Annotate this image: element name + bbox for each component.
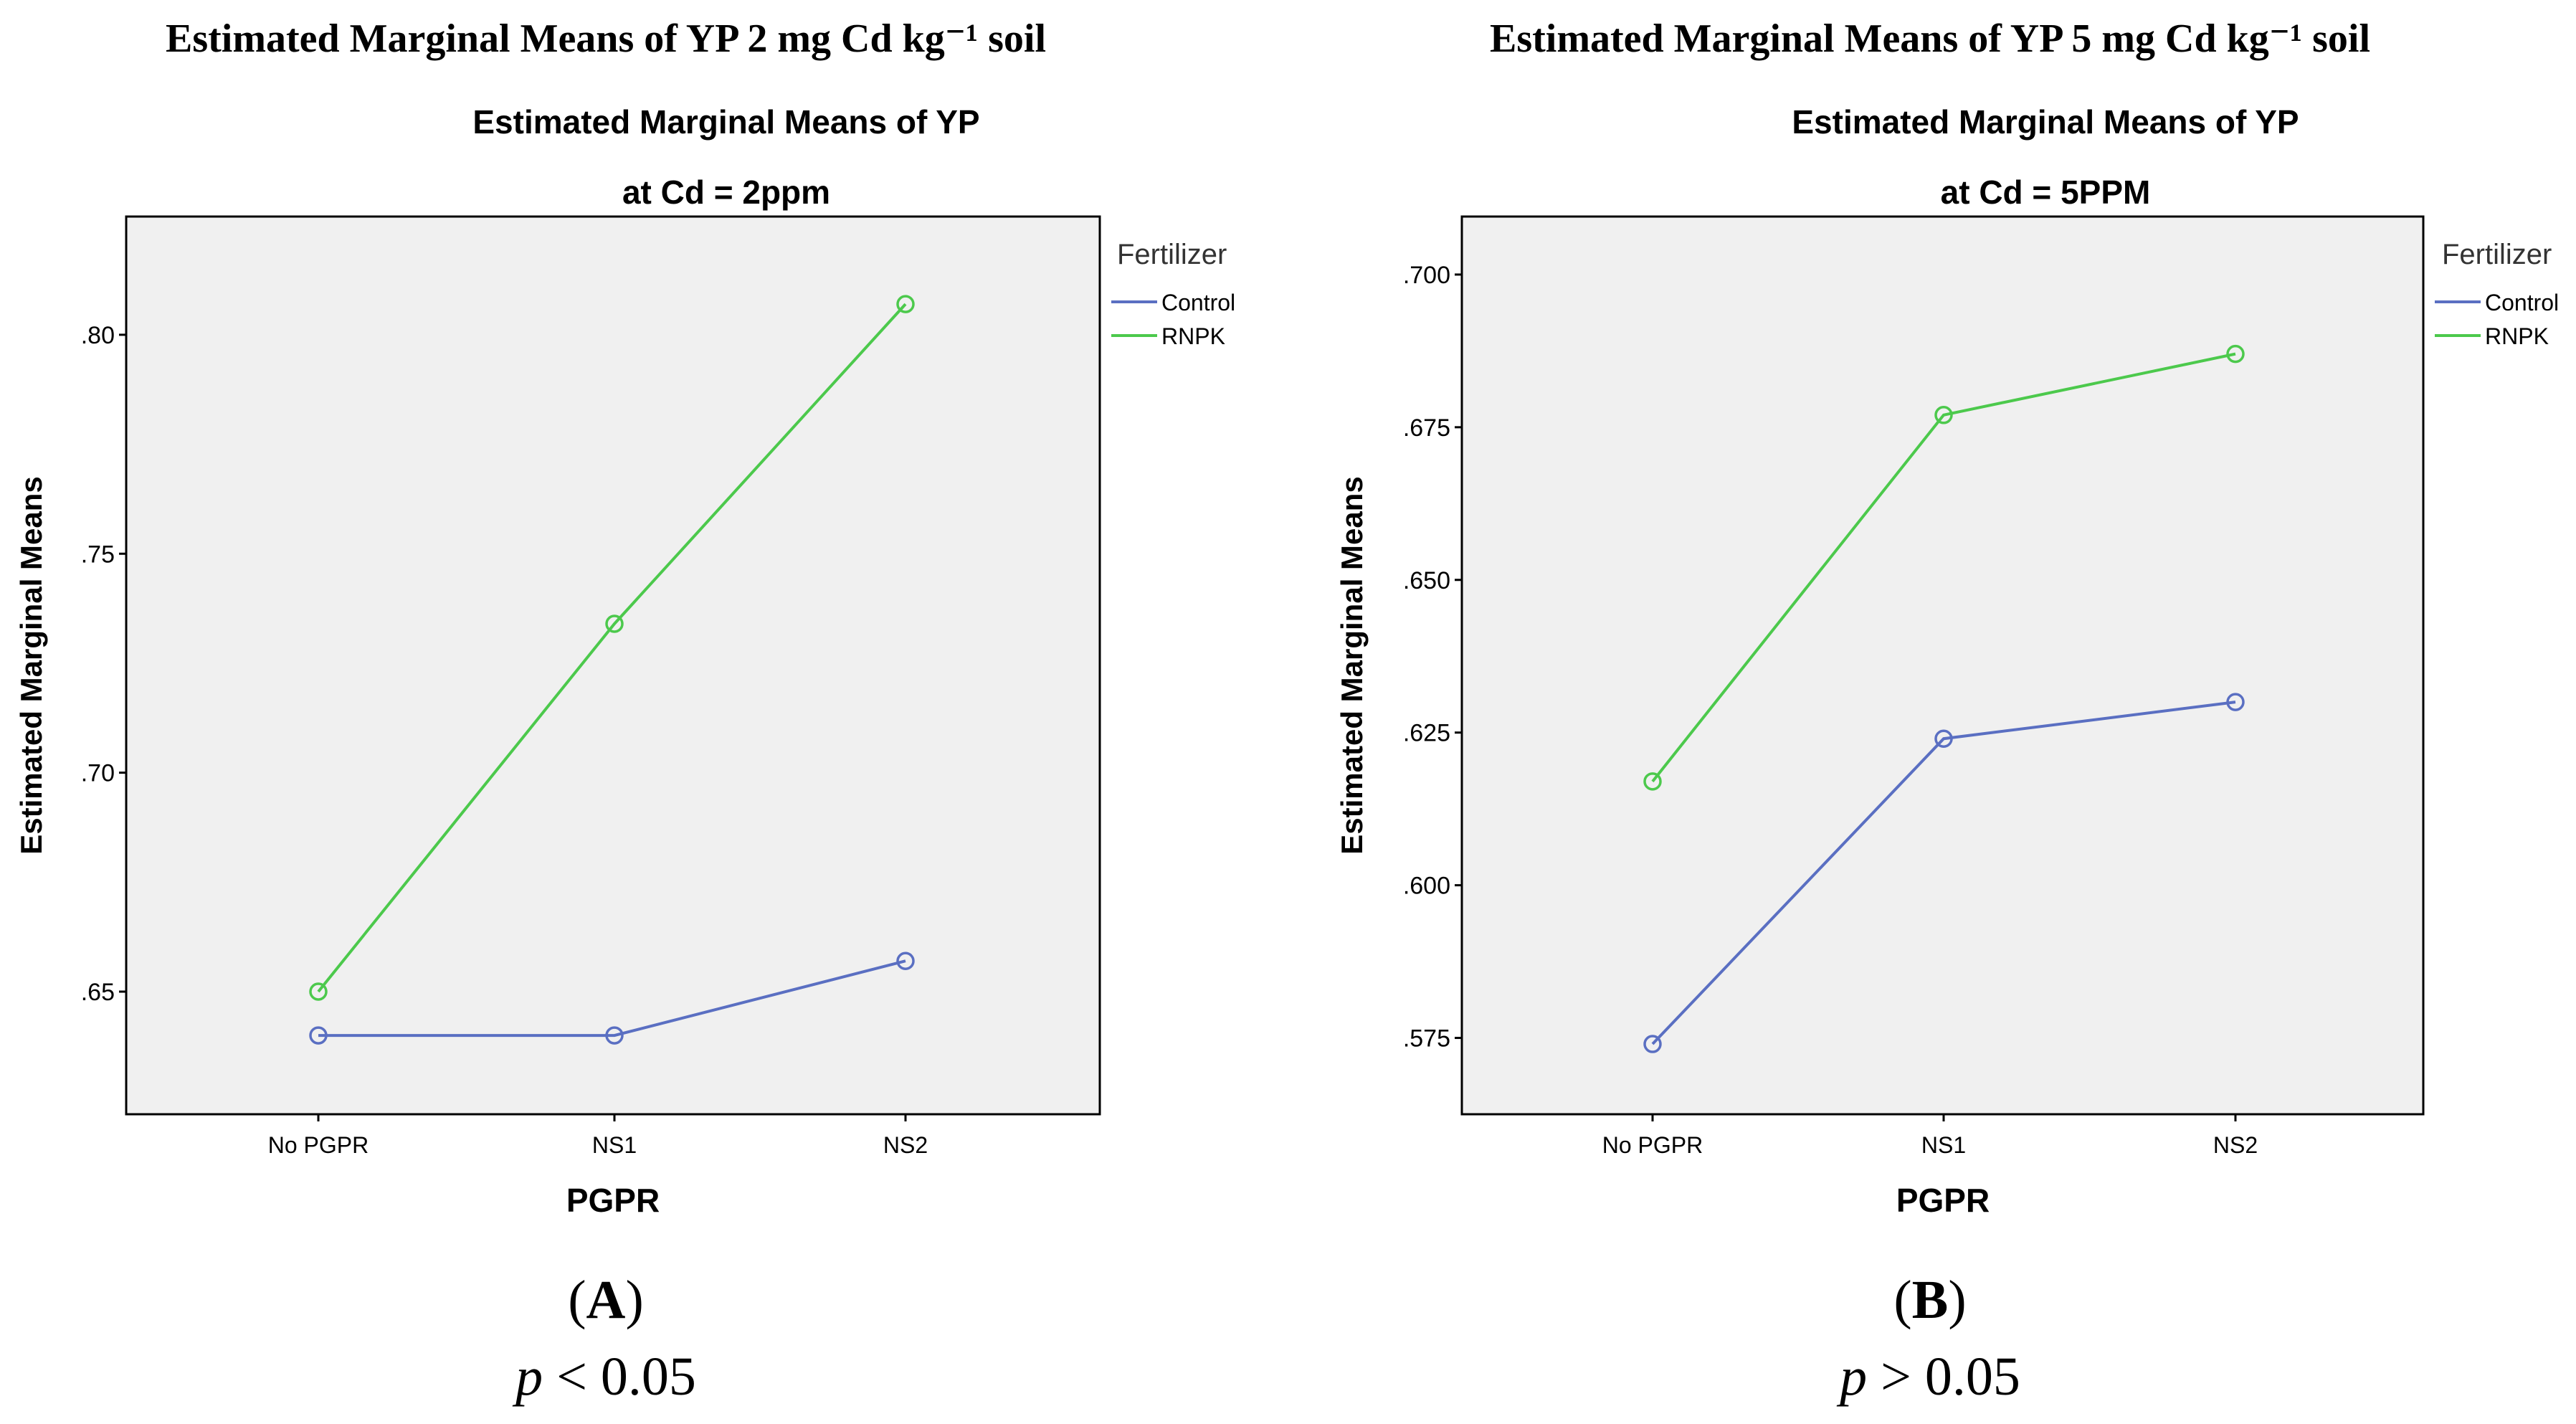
chart-a-y-tick-label: .65 <box>81 979 115 1006</box>
chart-b-x-tick-label: No PGPR <box>1602 1132 1703 1158</box>
chart-a-legend-rnpk-label: RNPK <box>1161 323 1225 349</box>
chart-b-control-point <box>2226 693 2245 711</box>
chart-b-y-tick-label: .650 <box>1403 567 1450 594</box>
chart-b-x-axis: No PGPR NS1 NS2 <box>1602 1114 2258 1158</box>
chart-b-control-point <box>1934 729 1953 748</box>
chart-a-y-axis: .65 .70 .75 .80 <box>81 322 126 1006</box>
panel-a-p-value: p < 0.05 <box>512 1347 696 1407</box>
chart-b-y-axis-label: Estimated Marginal Means <box>1335 476 1369 854</box>
chart-b-control-line <box>1651 701 2236 1045</box>
panel-a-label: (A) <box>568 1270 644 1330</box>
panel-b-p-symbol: p <box>1836 1347 1867 1407</box>
chart-b-control-point <box>1643 1035 1662 1053</box>
chart-a-subtitle: at Cd = 2ppm <box>622 174 830 211</box>
chart-b-legend: Fertilizer Control RNPK <box>2435 239 2559 349</box>
chart-a-y-tick-label: .80 <box>81 322 115 349</box>
chart-a-control-point <box>896 951 915 970</box>
chart-b-rnpk-point <box>1643 772 1662 791</box>
chart-b-y-tick-label: .625 <box>1403 720 1450 747</box>
chart-b-series <box>1643 344 2245 1053</box>
chart-a-legend-control-label: Control <box>1161 290 1235 315</box>
chart-a-x-tick-label: NS1 <box>592 1132 637 1158</box>
chart-a-legend-title: Fertilizer <box>1117 239 1227 270</box>
chart-a-y-tick-label: .75 <box>81 541 115 568</box>
chart-a-rnpk-point <box>605 614 624 633</box>
chart-a-y-tick-label: .70 <box>81 760 115 787</box>
chart-a-control-line <box>318 959 906 1038</box>
chart-b-rnpk-point <box>1934 406 1953 424</box>
chart-a-title: Estimated Marginal Means of YP <box>472 103 979 141</box>
panel-a: Estimated Marginal Means of YP 2 mg Cd k… <box>14 16 1235 1407</box>
chart-b-y-tick-label: .700 <box>1403 262 1450 289</box>
chart-b-legend-control-label: Control <box>2485 290 2559 315</box>
chart-b-y-tick-label: .575 <box>1403 1025 1450 1053</box>
chart-b-rnpk-point <box>2226 344 2245 364</box>
panel-a-p-number: < 0.05 <box>556 1347 696 1407</box>
chart-b-y-axis: .575 .600 .625 .650 .675 .700 <box>1403 262 1462 1053</box>
panel-a-p-symbol: p <box>512 1347 543 1407</box>
chart-a-x-axis-label: PGPR <box>566 1182 660 1219</box>
chart-a-x-axis: No PGPR NS1 NS2 <box>268 1114 928 1158</box>
panel-a-header: Estimated Marginal Means of YP 2 mg Cd k… <box>166 16 1046 61</box>
panel-b-letter: B <box>1912 1270 1949 1330</box>
panel-b-label: (B) <box>1893 1270 1966 1330</box>
chart-b-y-tick-label: .600 <box>1403 873 1450 900</box>
chart-b-plot-area <box>1460 215 2425 1116</box>
chart-b-x-tick-label: NS2 <box>2213 1132 2258 1158</box>
chart-a-x-tick-label: No PGPR <box>268 1132 369 1158</box>
chart-b-x-axis-label: PGPR <box>1896 1182 1990 1219</box>
chart-a-rnpk-point <box>896 295 915 313</box>
panel-b: Estimated Marginal Means of YP 5 mg Cd k… <box>1335 16 2559 1407</box>
chart-a-x-tick-label: NS2 <box>883 1132 928 1158</box>
chart-b-legend-title: Fertilizer <box>2442 239 2552 270</box>
panel-b-header: Estimated Marginal Means of YP 5 mg Cd k… <box>1490 16 2370 61</box>
chart-b-y-tick-label: .675 <box>1403 414 1450 442</box>
chart-a-rnpk-point <box>309 982 328 1001</box>
chart-b-title: Estimated Marginal Means of YP <box>1792 103 2299 141</box>
chart-a-plot-area <box>125 215 1101 1116</box>
chart-a-control-point <box>605 1026 624 1045</box>
panel-b-p-value: p > 0.05 <box>1836 1347 2020 1407</box>
chart-b-x-tick-label: NS1 <box>1921 1132 1966 1158</box>
panel-a-letter: A <box>586 1270 626 1330</box>
panel-b-p-number: > 0.05 <box>1881 1347 2020 1407</box>
chart-a-y-axis-label: Estimated Marginal Means <box>14 476 48 854</box>
chart-b-legend-rnpk-label: RNPK <box>2485 323 2549 349</box>
chart-a-legend: Fertilizer Control RNPK <box>1111 239 1235 349</box>
chart-b-subtitle: at Cd = 5PPM <box>1941 174 2151 211</box>
chart-a-series <box>309 295 915 1045</box>
chart-a-rnpk-line <box>317 303 907 993</box>
chart-b-rnpk-line <box>1651 352 2236 783</box>
chart-a-control-point <box>309 1026 328 1045</box>
